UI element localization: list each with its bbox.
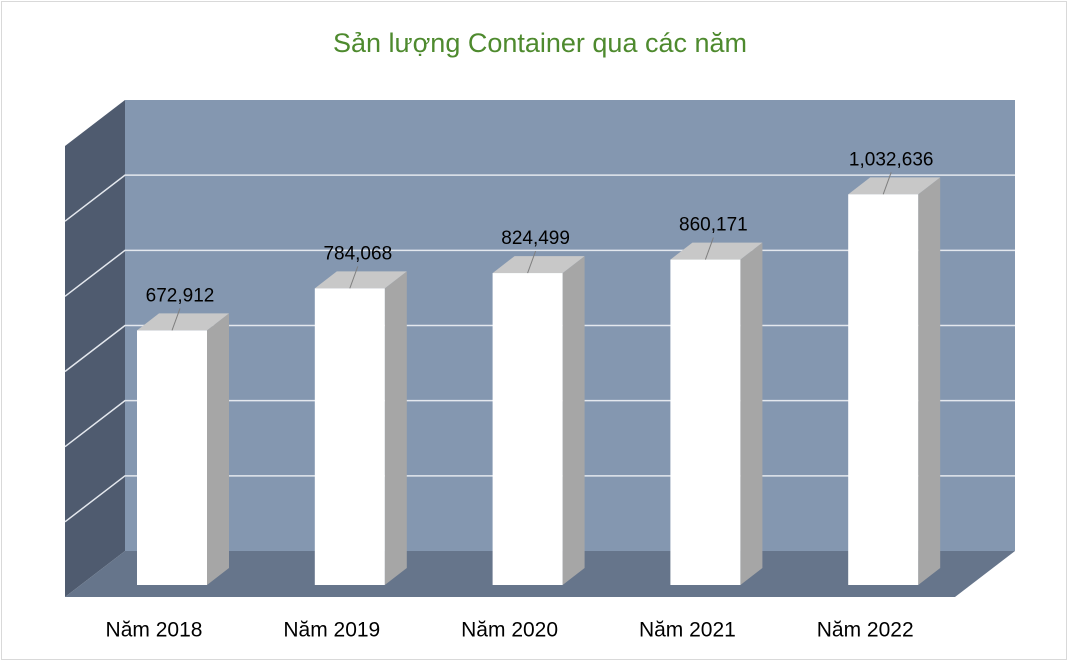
x-tick-label: Năm 2022 xyxy=(817,619,914,642)
data-label: 672,912 xyxy=(146,285,215,306)
chart-title: Sản lượng Container qua các năm xyxy=(333,28,747,58)
x-tick-label: Năm 2018 xyxy=(106,619,203,642)
bar xyxy=(848,194,919,585)
bar-side xyxy=(740,242,763,585)
label-leader xyxy=(882,172,892,195)
bar-side xyxy=(918,177,941,585)
data-label: 824,499 xyxy=(501,228,570,249)
bar xyxy=(137,330,207,585)
bar-side xyxy=(207,313,229,585)
bar-top xyxy=(314,271,407,289)
bar-top xyxy=(137,313,229,331)
bar-side xyxy=(562,256,585,585)
grid-line xyxy=(64,174,1015,222)
x-tick-label: Năm 2020 xyxy=(461,619,558,642)
label-leader xyxy=(527,250,537,274)
bar-top xyxy=(670,242,763,260)
label-leader xyxy=(704,237,714,260)
data-label: 860,171 xyxy=(679,215,748,236)
label-leader xyxy=(349,266,359,289)
x-tick-label: Năm 2021 xyxy=(639,619,736,642)
x-tick-label: Năm 2019 xyxy=(283,619,380,642)
bar-top xyxy=(848,177,941,195)
bar xyxy=(314,288,385,585)
data-label: 1,032,636 xyxy=(849,149,934,170)
label-leader xyxy=(171,308,181,331)
bar-top xyxy=(492,256,585,274)
bar xyxy=(492,273,563,585)
data-label: 784,068 xyxy=(323,243,392,264)
bar-side xyxy=(384,271,407,585)
bar xyxy=(670,259,741,585)
